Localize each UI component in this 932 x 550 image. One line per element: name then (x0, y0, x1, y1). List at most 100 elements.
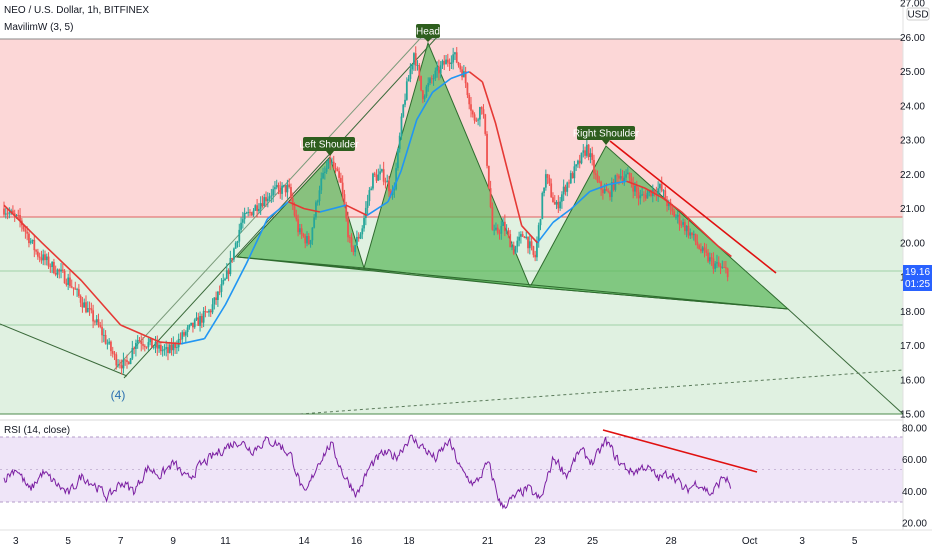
candle-body (484, 114, 487, 134)
candle-body (450, 62, 453, 64)
candle-body (429, 78, 431, 84)
candle-body (356, 236, 358, 246)
time-axis-ticks: 3 5 7 9 11 14 16 18 21 23 25 28 Oct 3 5 (13, 536, 858, 547)
candle-body (245, 213, 248, 214)
candle-body (610, 182, 613, 198)
candle-body (60, 269, 62, 272)
candle-body (598, 181, 601, 183)
candle-body (188, 325, 191, 328)
candle-body (47, 256, 50, 267)
candle-body (231, 258, 234, 260)
candle-body (117, 364, 119, 366)
candle-body (675, 216, 677, 218)
candle-body (543, 187, 545, 194)
candle-body (56, 269, 59, 275)
candle-body (275, 184, 278, 188)
candle-body (332, 161, 335, 169)
candle-body (341, 182, 344, 195)
candle-body (623, 177, 626, 182)
candle-body (541, 193, 544, 220)
label-right-shoulder: Right Shoulder (573, 126, 640, 145)
candle-body (708, 257, 711, 262)
candle-body (625, 174, 627, 178)
candle-body (181, 332, 184, 340)
rsi-label[interactable]: RSI (14, close) (4, 425, 71, 436)
neckline-wedge (236, 256, 789, 310)
candle-body (489, 188, 492, 208)
candle-body (175, 347, 178, 349)
candle-body (35, 250, 37, 252)
candle-body (400, 116, 403, 136)
candle-body (152, 347, 155, 349)
rsi-divergence-line (602, 429, 758, 473)
candle-body (519, 234, 522, 237)
candle-body (559, 201, 562, 209)
candle-body (388, 180, 390, 192)
candle-body (40, 257, 43, 261)
candle-body (479, 107, 481, 120)
candle-body (546, 174, 549, 178)
candle-body (259, 203, 262, 209)
candle-body (507, 230, 510, 235)
candle-body (439, 65, 442, 74)
candle-body (213, 297, 216, 305)
time-tick-label: 9 (170, 536, 176, 547)
candle-body (3, 208, 5, 215)
candle-body (719, 265, 722, 268)
candle-body (272, 189, 275, 196)
candle-body (256, 205, 259, 212)
candle-body (596, 174, 599, 182)
svg-text:01:25: 01:25 (905, 279, 930, 290)
candle-body (562, 186, 565, 195)
candle-body (4, 213, 7, 215)
candle-body (539, 219, 542, 226)
candle-body (582, 150, 585, 153)
indicator-label[interactable]: MavilimW (3, 5) (4, 22, 74, 33)
candle-body (537, 225, 540, 242)
candle-body (457, 62, 460, 66)
candle-body (618, 175, 620, 179)
candle-body (548, 177, 551, 184)
candle-body (384, 181, 387, 183)
candle-body (516, 240, 519, 247)
candle-body (348, 237, 351, 239)
candle-body (673, 211, 676, 217)
candle-body (461, 69, 463, 78)
candle-body (707, 252, 709, 262)
candle-body (630, 178, 633, 184)
candle-body (279, 187, 282, 194)
candle-body (140, 341, 143, 345)
rsi-tick-label: 40.00 (902, 487, 927, 498)
candle-body (420, 75, 422, 91)
candle-body (161, 350, 164, 352)
candle-body (509, 234, 512, 248)
candle-body (257, 208, 260, 212)
candle-body (288, 184, 291, 188)
price-tick-label: 17.00 (900, 341, 925, 352)
time-tick-label: 3 (13, 536, 19, 547)
candle-body (120, 365, 123, 369)
candle-body (701, 247, 704, 252)
candle-body (632, 183, 635, 192)
candle-body (692, 233, 695, 236)
candle-body (24, 229, 27, 232)
candle-body (407, 78, 410, 82)
candle-body (110, 341, 112, 352)
candle-body (466, 83, 469, 96)
candle-body (281, 185, 283, 194)
time-tick-label: 23 (534, 536, 546, 547)
candle-body (22, 225, 25, 230)
candle-body (379, 171, 381, 175)
candle-body (712, 258, 715, 269)
candle-body (6, 213, 9, 215)
candle-body (313, 217, 316, 228)
candle-body (238, 229, 241, 242)
price-tick-label: 23.00 (900, 136, 925, 147)
candles (3, 46, 729, 375)
currency-badge[interactable]: USD (906, 7, 930, 21)
rsi-tick-label: 60.00 (902, 455, 927, 466)
candle-body (63, 270, 66, 284)
candle-body (149, 338, 152, 343)
candle-body (724, 267, 727, 269)
candle-body (45, 256, 48, 261)
